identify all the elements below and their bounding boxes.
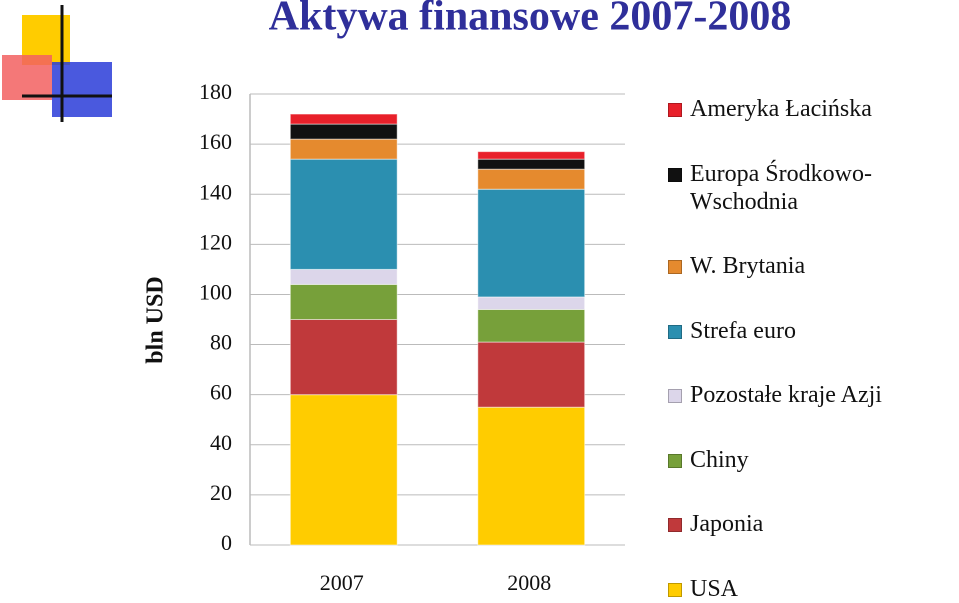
legend-swatch — [668, 103, 682, 117]
legend-label: W. Brytania — [690, 253, 806, 280]
bar-segment — [289, 394, 398, 546]
bar-segment — [477, 406, 586, 546]
bar-segment — [477, 188, 586, 298]
legend-item: Europa Środkowo-Wschodnia — [668, 160, 948, 216]
y-tick-label: 120 — [199, 229, 232, 254]
y-tick-label: 160 — [199, 129, 232, 154]
legend-swatch — [668, 582, 682, 597]
bar-segment — [289, 123, 398, 140]
legend-label: Chiny — [690, 446, 749, 473]
legend-swatch — [668, 389, 682, 404]
bar-segment — [289, 138, 398, 160]
bar-segment — [477, 341, 586, 408]
legend-label: Japonia — [690, 511, 764, 538]
legend-item: Strefa euro — [668, 317, 948, 345]
chart-title: Aktywa finansowe 2007-2008 — [269, 0, 792, 40]
legend-label: Pozostałe kraje Azji — [690, 382, 882, 409]
bar-segment — [477, 151, 586, 160]
bar-segment — [289, 113, 398, 125]
legend-label: USA — [690, 575, 739, 602]
legend-item: USA — [668, 575, 948, 603]
y-tick-label: 80 — [210, 330, 232, 355]
x-tick-label: 2007 — [320, 570, 364, 595]
bar-segment — [477, 308, 586, 343]
legend-label: Europa Środkowo-Wschodnia — [690, 160, 872, 215]
legend-label: Strefa euro — [690, 317, 796, 344]
legend-swatch — [668, 167, 682, 182]
legend-item: Japonia — [668, 510, 948, 538]
legend-swatch — [668, 324, 682, 339]
x-tick-label: 2008 — [507, 570, 551, 595]
y-tick-label: 60 — [210, 380, 232, 405]
y-tick-label: 140 — [199, 179, 232, 204]
legend-label: Ameryka Łacińska — [690, 96, 872, 122]
bar-segment — [289, 319, 398, 396]
legend-item: Ameryka Łacińska — [668, 95, 948, 123]
legend-item: Pozostałe kraje Azji — [668, 381, 948, 409]
legend-item: W. Brytania — [668, 252, 948, 280]
y-axis-label: bln USD — [143, 276, 169, 363]
bar-segment — [289, 268, 398, 285]
legend-swatch — [668, 518, 682, 533]
bar-segment — [477, 158, 586, 170]
y-tick-label: 180 — [199, 79, 232, 104]
y-tick-label: 100 — [199, 279, 232, 304]
y-tick-label: 40 — [210, 430, 232, 455]
legend-item: Chiny — [668, 446, 948, 474]
bar-segment — [477, 296, 586, 310]
legend: Ameryka Łacińska Europa Środkowo-Wschodni… — [668, 95, 948, 603]
bar-segment — [477, 168, 586, 190]
y-tick-label: 0 — [221, 530, 232, 555]
y-tick-label: 20 — [210, 480, 232, 505]
legend-swatch — [668, 453, 682, 468]
bar-segment — [289, 158, 398, 270]
logo — [2, 5, 112, 122]
legend-swatch — [668, 260, 682, 275]
bar-segment — [289, 283, 398, 320]
